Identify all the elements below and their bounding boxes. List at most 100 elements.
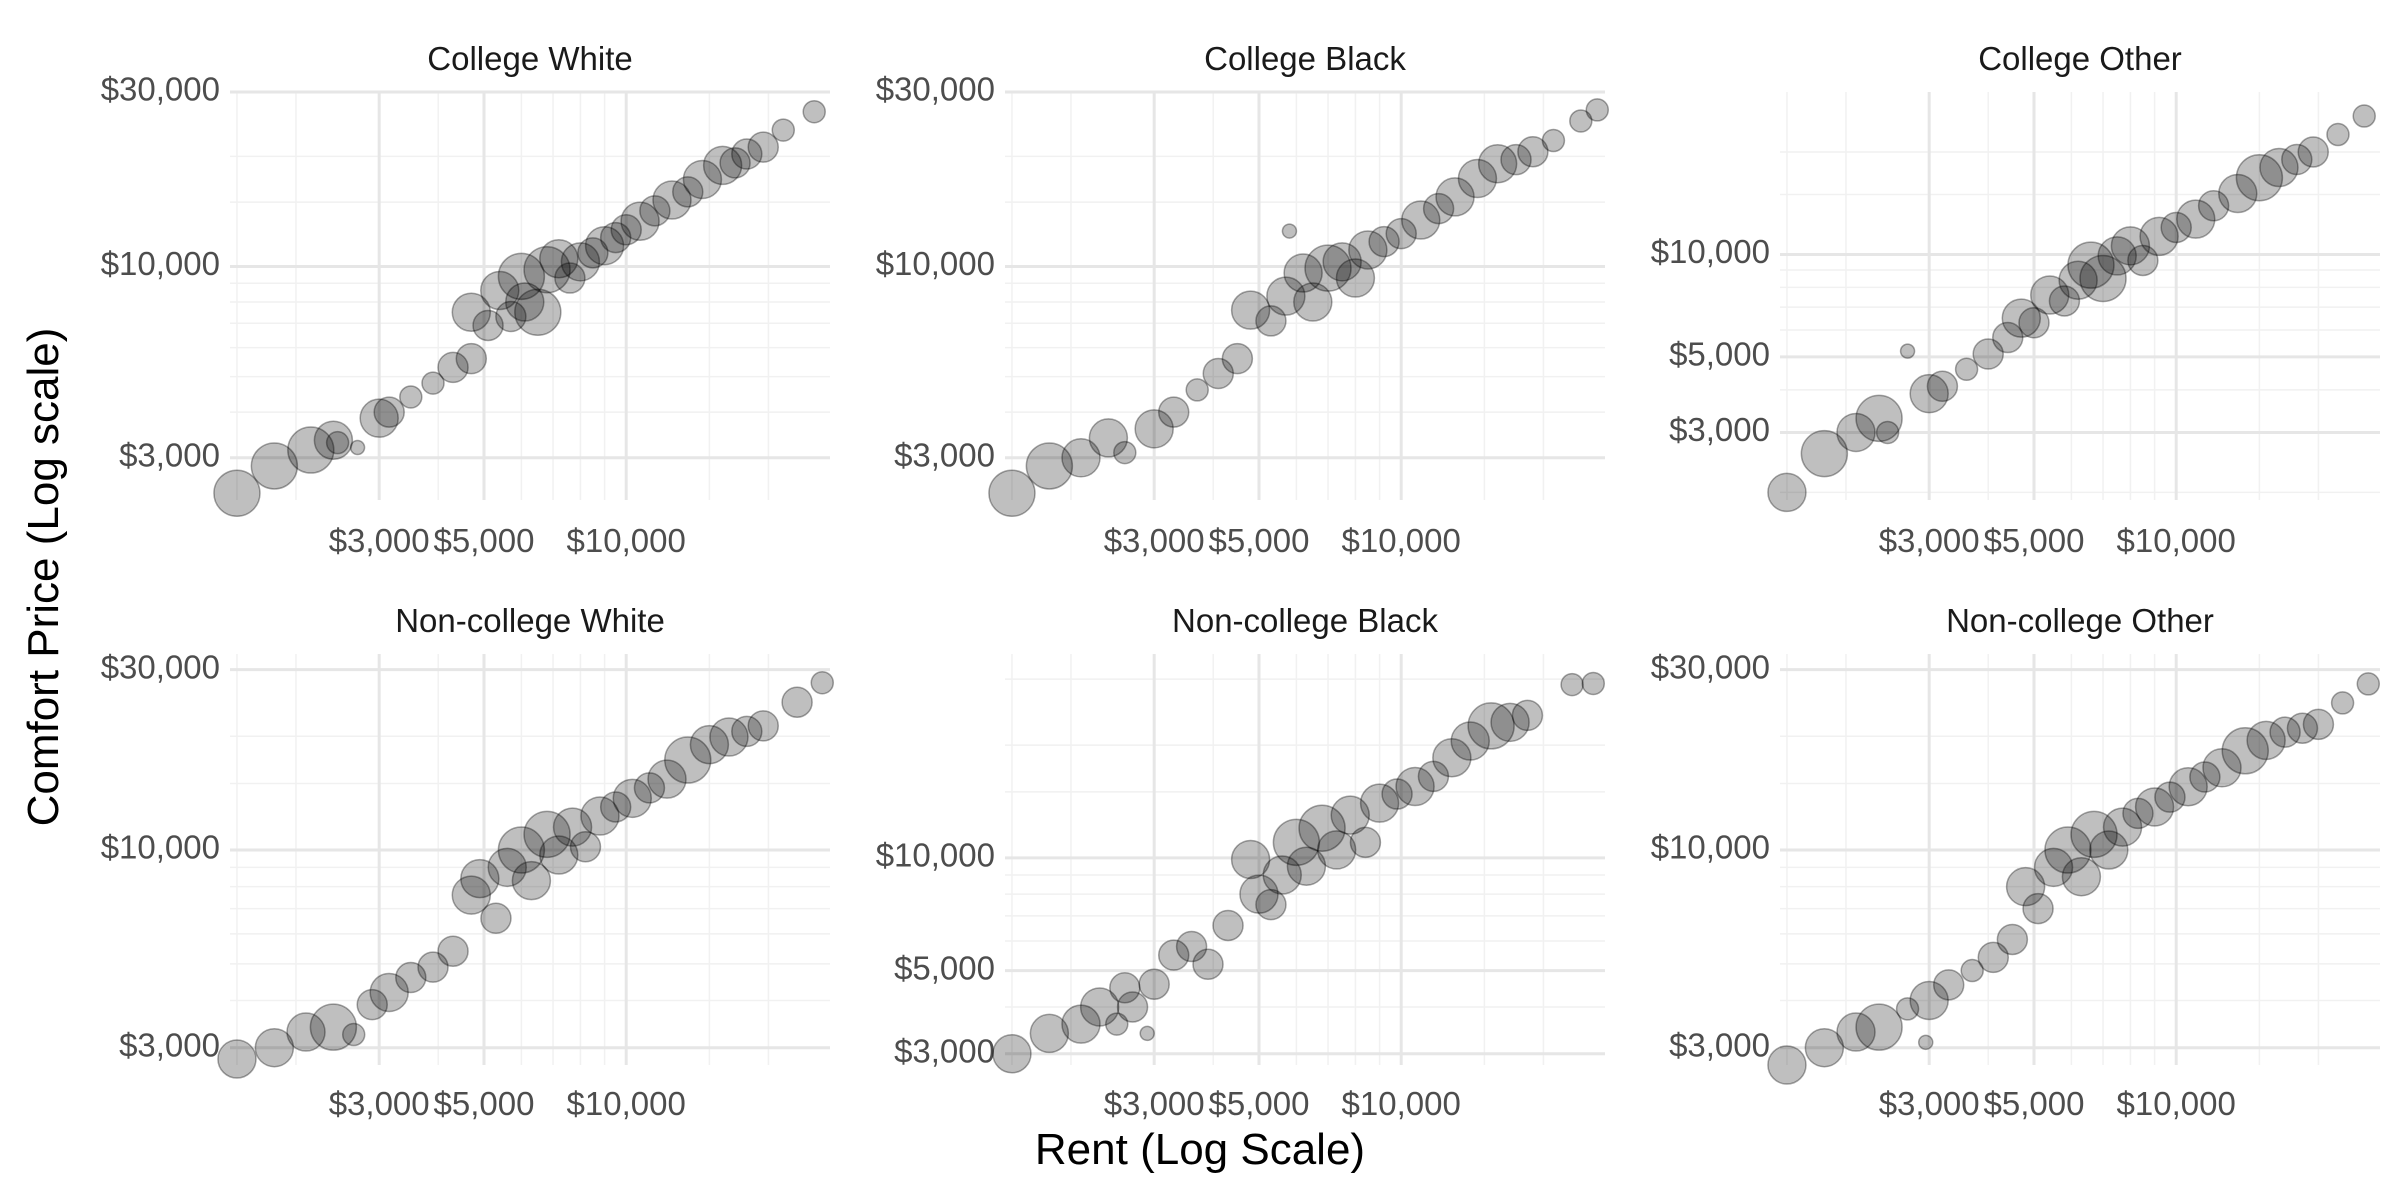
data-point [988,469,1036,517]
panel-points [217,670,835,1079]
data-point [2160,211,2192,244]
data-point [309,1003,358,1051]
x-tick-label: $5,000 [434,1085,535,1122]
data-point [1157,396,1190,428]
data-point [1286,846,1327,886]
data-point [1113,440,1137,465]
data-point [1899,343,1916,359]
panel-grid [230,654,830,1065]
x-tick-label: $3,000 [329,1085,430,1122]
data-point [421,371,445,395]
data-point [612,778,653,819]
data-point [213,469,261,517]
data-point [1517,135,1549,168]
data-point [325,430,350,455]
y-tick-label: $3,000 [1669,1026,1770,1063]
data-point [373,396,405,428]
data-point [1079,987,1120,1027]
data-point [1138,968,1170,1000]
data-point [1954,357,1979,382]
data-point [455,342,488,375]
x-tick-label: $5,000 [434,522,535,559]
data-point [647,759,687,799]
data-point [2070,810,2118,859]
data-point [1157,939,1190,971]
panel-5: Non-college Black$3,000$5,000$10,000$3,0… [876,602,1606,1122]
x-tick-label: $10,000 [2117,522,2236,559]
y-tick-label: $30,000 [101,648,220,685]
data-point [2127,244,2159,277]
data-point [1385,217,1417,250]
y-tick-label: $5,000 [894,949,995,986]
data-point [1192,948,1224,981]
data-point [1221,342,1254,375]
data-point [1293,282,1333,322]
data-point [1560,672,1584,697]
data-point [2097,236,2137,276]
data-point [497,826,546,874]
data-point [2067,241,2115,289]
data-point [511,860,552,901]
data-point [2235,153,2284,202]
data-point [664,736,712,784]
data-point [1477,143,1518,184]
data-point [356,988,388,1021]
data-point [1836,1012,1876,1052]
data-point [1255,888,1287,921]
y-tick-label: $10,000 [101,245,220,282]
data-point [1457,158,1498,199]
data-point [719,147,751,179]
data-point [2356,672,2381,696]
data-point [1511,699,1544,732]
data-point [1417,760,1450,793]
panel-title: Non-college Black [1172,602,1438,639]
data-point [747,131,779,163]
panel-grid [1005,654,1605,1065]
data-point [2168,767,2208,807]
data-point [1025,442,1074,490]
data-point [539,239,579,279]
panel-points [1767,104,2376,513]
data-point [702,145,743,186]
data-point [1212,909,1244,942]
data-point [1569,109,1593,133]
data-point [1202,357,1235,390]
data-point [2302,708,2335,741]
data-point [497,252,546,301]
x-tick-label: $3,000 [329,522,430,559]
data-point [451,292,492,332]
data-point [495,300,527,333]
data-point [599,221,632,254]
data-point [672,176,704,208]
data-point [1255,305,1287,337]
data-point [1992,321,2024,354]
data-point [731,138,763,170]
y-tick-label: $10,000 [876,245,995,282]
y-tick-label: $3,000 [894,437,995,474]
data-point [2218,173,2258,214]
data-point [1836,412,1876,453]
y-tick-label: $3,000 [119,437,220,474]
panel-points [1767,672,2381,1085]
x-tick-label: $5,000 [1984,522,2085,559]
data-point [2089,830,2129,870]
data-point [2033,847,2074,888]
data-point [1541,128,1566,153]
panel-title: Non-college Other [1946,602,2214,639]
panel-grid [1005,90,1605,500]
data-point [349,439,366,456]
data-point [286,1012,326,1052]
panel-title: College Black [1204,40,1406,77]
data-point [523,810,571,859]
data-point [1281,223,1298,239]
data-point [1395,766,1435,807]
data-point [460,858,500,899]
data-point [254,1027,295,1068]
data-point [1909,373,1949,414]
x-tick-label: $5,000 [1209,522,1310,559]
y-tick-label: $10,000 [101,829,220,866]
panel-4: Non-college White $3,000 $10,000 $30,000 $3,… [101,602,835,1122]
data-point [2259,147,2299,188]
data-point [1467,702,1515,750]
